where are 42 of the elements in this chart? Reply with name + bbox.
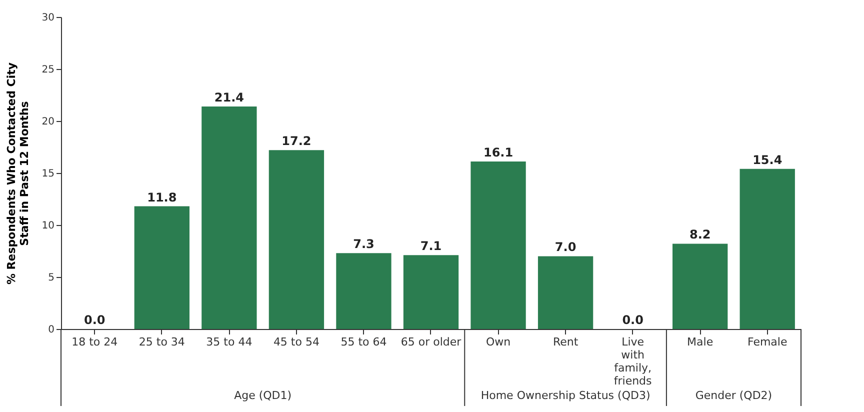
x-tick-label: 65 or older	[400, 336, 462, 348]
data-label: 0.0	[622, 313, 644, 327]
bar	[336, 253, 392, 329]
y-tick-label: 25	[42, 64, 54, 76]
text: Home Ownership Status (QD3)	[480, 389, 650, 402]
x-tick-label: 35 to 44	[206, 336, 252, 348]
text: Gender (QD2)	[695, 389, 772, 402]
bar	[403, 255, 459, 329]
data-label: 15.4	[752, 152, 782, 167]
x-tick-label: 18 to 24	[72, 336, 118, 348]
y-tick-label: 20	[42, 116, 54, 128]
x-tick-label: 45 to 54	[273, 336, 320, 348]
bar	[538, 256, 594, 329]
x-tick-label: 55 to 64	[340, 336, 387, 348]
bar	[470, 162, 526, 329]
data-label: 0.0	[84, 313, 106, 327]
x-tick-label: Rent	[552, 336, 579, 348]
x-tick-label: 25 to 34	[138, 336, 185, 348]
bar	[740, 168, 795, 329]
bar	[672, 244, 728, 329]
bar	[268, 150, 324, 329]
y-tick-label: 30	[42, 12, 54, 24]
y-axis-title: % Respondents Who Contacted City Staff in Past 12 Months	[4, 62, 31, 285]
data-label: 7.3	[353, 237, 374, 252]
bar	[134, 206, 190, 329]
y-tick-label: 15	[42, 168, 54, 180]
text: Age (QD1)	[234, 389, 292, 402]
x-tick-label: Live with family, friends	[614, 336, 652, 388]
x-tick-label: Male	[687, 336, 714, 348]
bar	[202, 106, 257, 329]
data-label: 8.2	[689, 228, 711, 242]
data-label: 21.4	[214, 90, 244, 104]
x-tick-label: Own	[486, 336, 511, 348]
y-tick-label: 0	[48, 324, 54, 336]
data-label: 16.1	[483, 146, 514, 160]
data-label: 11.8	[147, 190, 177, 204]
data-label: 17.2	[282, 134, 312, 148]
data-label: 7.0	[554, 240, 576, 254]
y-tick-label: 5	[48, 272, 54, 284]
y-tick-label: 10	[42, 220, 54, 232]
data-label: 7.1	[420, 239, 442, 254]
x-tick-label: Female	[747, 336, 788, 348]
